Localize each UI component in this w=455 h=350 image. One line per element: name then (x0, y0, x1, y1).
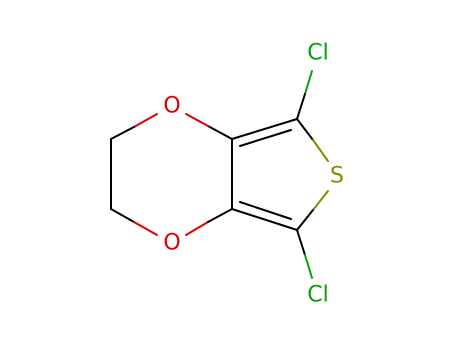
bond (231, 118, 298, 140)
bond (239, 129, 292, 147)
atom-labels: Cl Cl O O S (163, 41, 344, 308)
bond (133, 221, 158, 236)
bond (185, 113, 209, 127)
atom-label: Cl (307, 41, 328, 66)
bond (312, 139, 329, 162)
atom-label: Cl (307, 283, 328, 308)
bonds (110, 70, 329, 279)
bond (304, 70, 313, 95)
atom-label: O (163, 94, 180, 119)
bond (110, 208, 135, 223)
bond (296, 209, 314, 231)
bond (304, 254, 313, 279)
bond (185, 221, 209, 236)
bond (296, 229, 306, 256)
bond (231, 208, 298, 231)
bond (296, 93, 306, 120)
bond (207, 125, 233, 140)
bond (239, 201, 292, 220)
atom-label: S (330, 164, 344, 189)
bond (207, 208, 233, 223)
bond (110, 126, 135, 140)
bond (296, 118, 314, 141)
atom-label: O (163, 231, 180, 256)
bond (312, 190, 329, 211)
bond (133, 113, 158, 128)
